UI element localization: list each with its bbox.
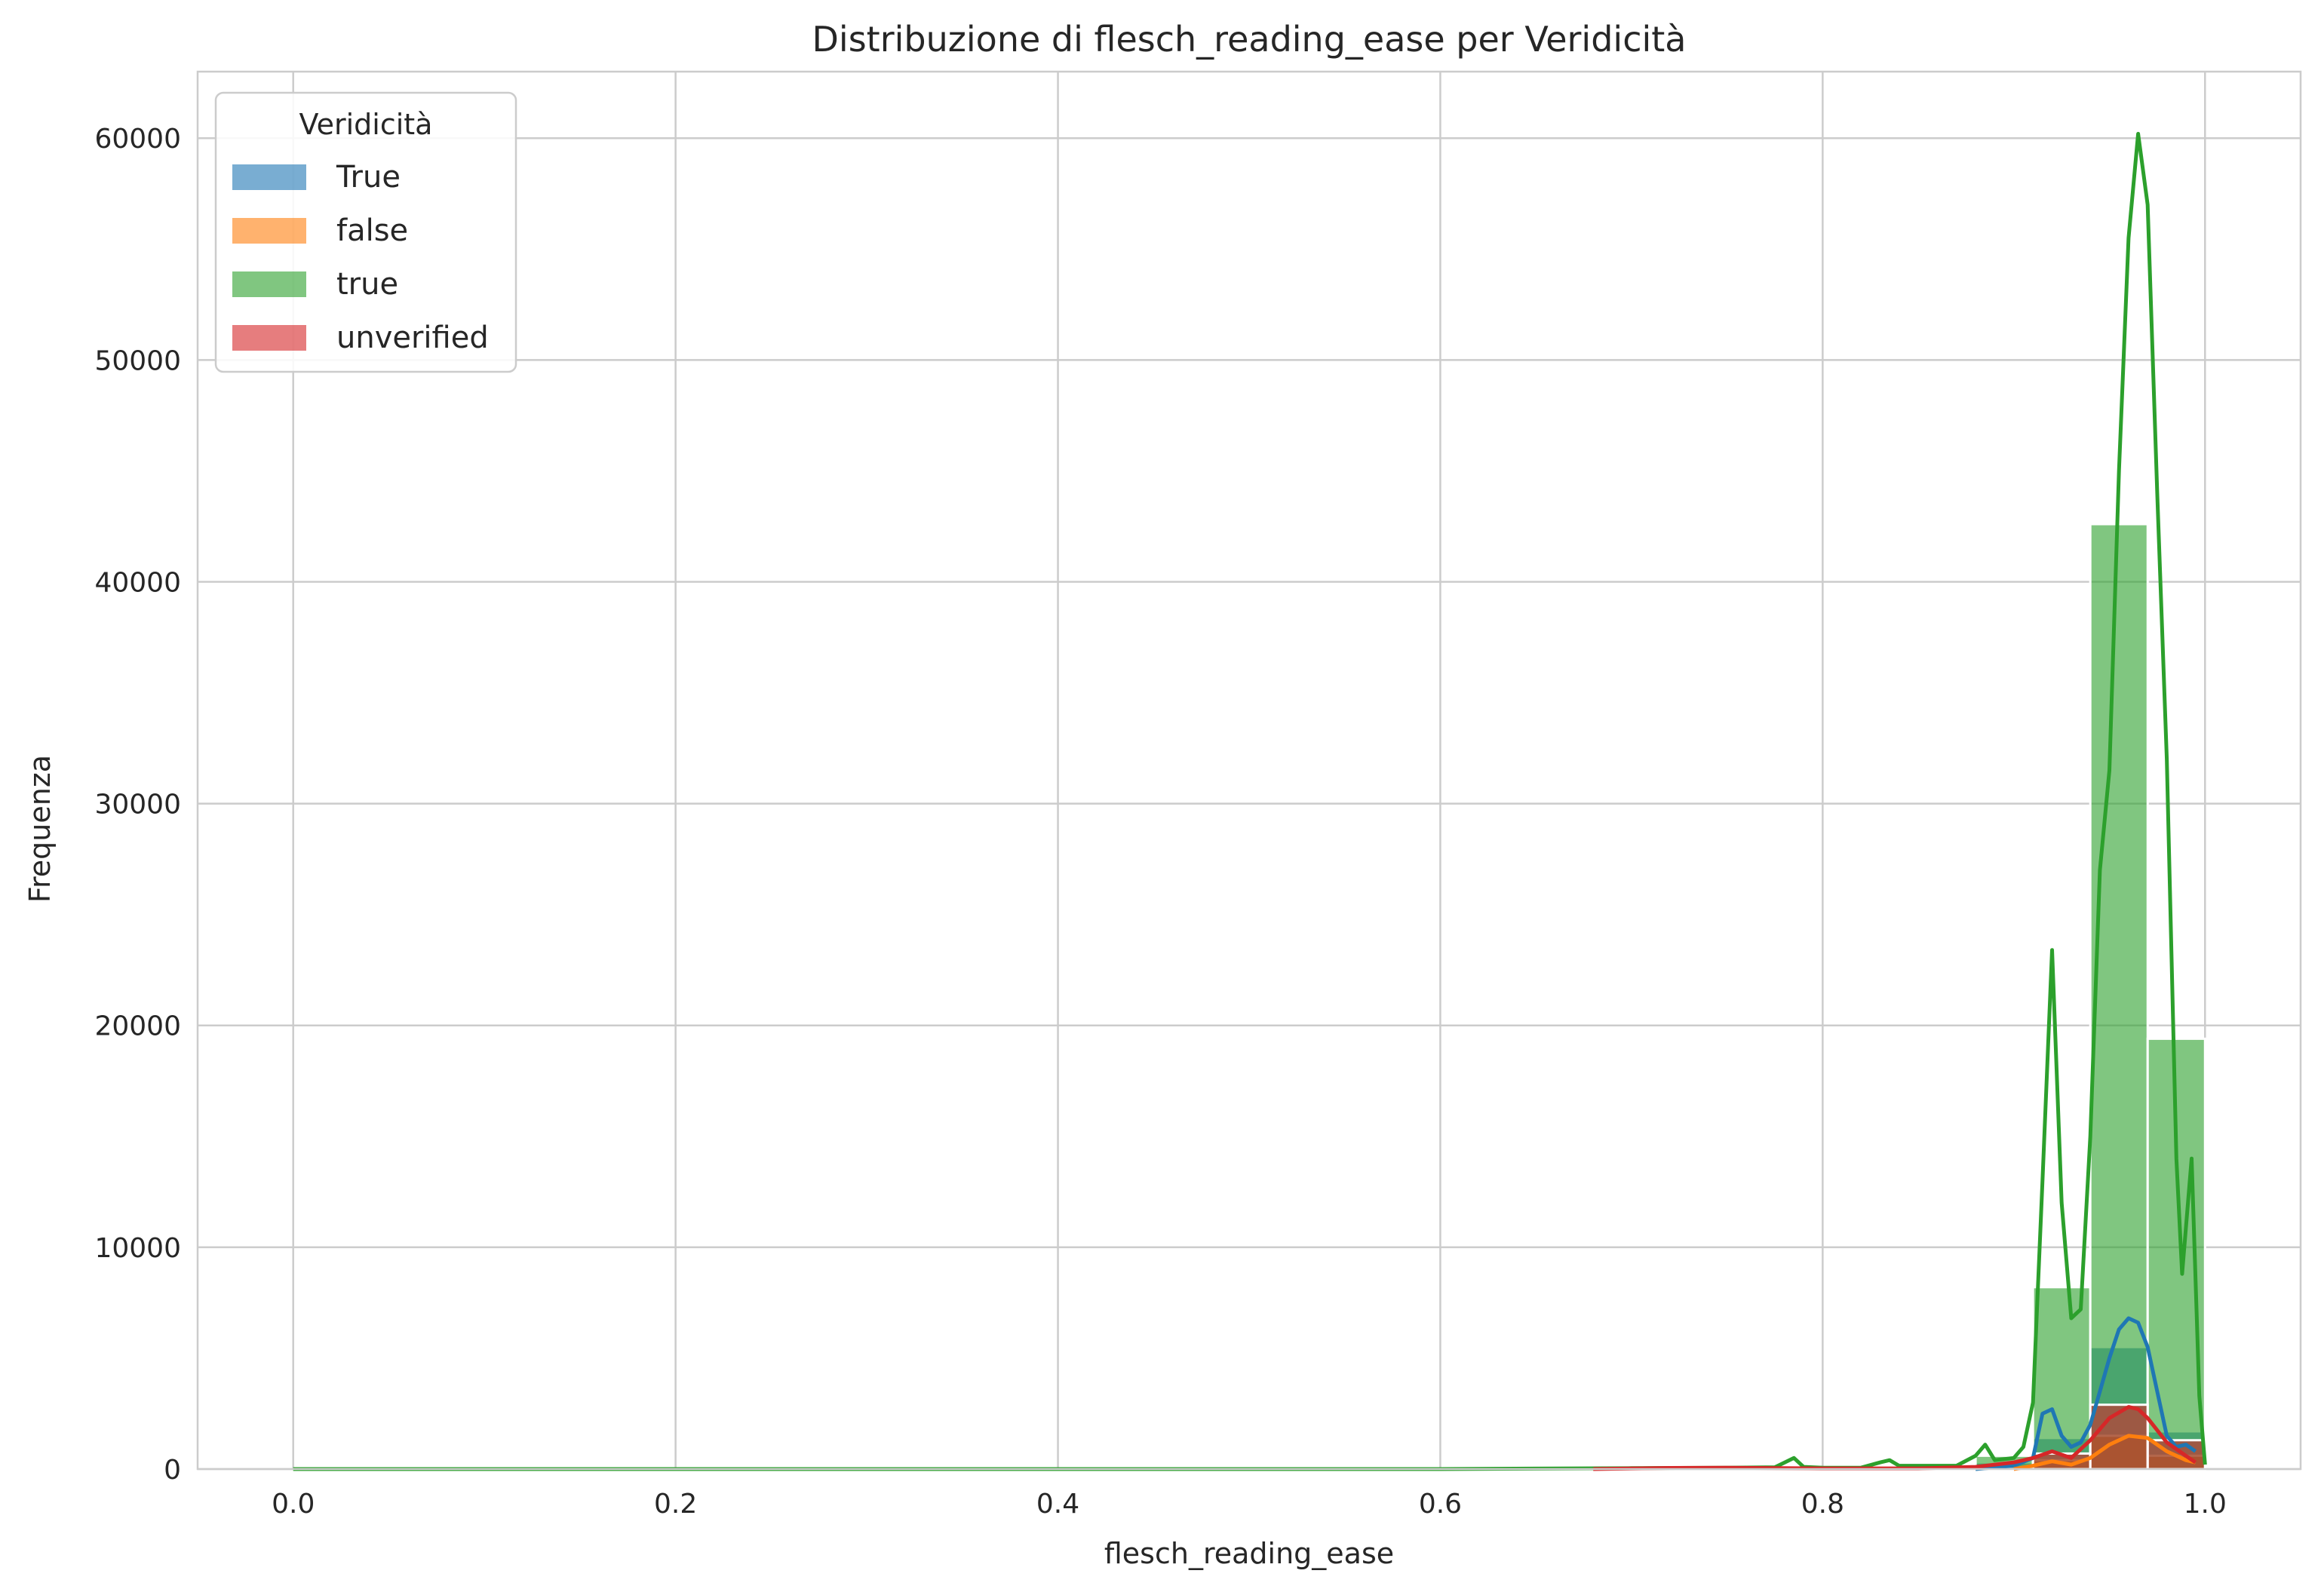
x-tick-label: 1.0 bbox=[2184, 1489, 2227, 1520]
histogram-bar bbox=[2089, 523, 2149, 1471]
legend-label: false bbox=[336, 213, 408, 248]
legend-swatch bbox=[232, 164, 306, 190]
y-tick-label: 10000 bbox=[94, 1233, 181, 1264]
y-tick-label: 30000 bbox=[94, 790, 181, 821]
legend-title: Veridicità bbox=[299, 108, 433, 141]
chart-title: Distribuzione di flesch_reading_ease per… bbox=[812, 19, 1687, 60]
grid bbox=[198, 72, 2301, 1471]
y-axis-ticks: 0 10000 20000 30000 40000 50000 60000 bbox=[94, 124, 181, 1486]
legend-swatch bbox=[232, 271, 306, 297]
kde-line-false bbox=[2013, 1434, 2197, 1471]
y-axis-label: Frequenza bbox=[23, 755, 57, 903]
legend-swatch bbox=[232, 218, 306, 244]
y-tick-label: 0 bbox=[164, 1455, 181, 1486]
y-tick-label: 40000 bbox=[94, 567, 181, 598]
kde-line-true bbox=[1975, 1316, 2197, 1471]
x-axis-label: flesch_reading_ease bbox=[1104, 1537, 1394, 1570]
legend: Veridicità True false true unverified bbox=[214, 91, 517, 373]
x-tick-label: 0.6 bbox=[1419, 1489, 1462, 1520]
plot-frame bbox=[196, 70, 2302, 1471]
legend-label: true bbox=[336, 267, 398, 302]
x-tick-label: 0.2 bbox=[654, 1489, 697, 1520]
x-tick-label: 0.0 bbox=[272, 1489, 315, 1520]
legend-label: True bbox=[336, 160, 401, 195]
x-tick-label: 0.8 bbox=[1801, 1489, 1844, 1520]
legend-label: unverified bbox=[336, 321, 489, 355]
y-tick-label: 60000 bbox=[94, 124, 181, 155]
legend-swatch bbox=[232, 325, 306, 351]
x-axis-ticks: 0.0 0.2 0.4 0.6 0.8 1.0 bbox=[272, 1489, 2227, 1520]
y-tick-label: 50000 bbox=[94, 345, 181, 376]
legend-items: True false true unverified bbox=[232, 160, 489, 355]
x-tick-label: 0.4 bbox=[1036, 1489, 1079, 1520]
y-tick-label: 20000 bbox=[94, 1011, 181, 1042]
legend-box bbox=[214, 91, 517, 373]
